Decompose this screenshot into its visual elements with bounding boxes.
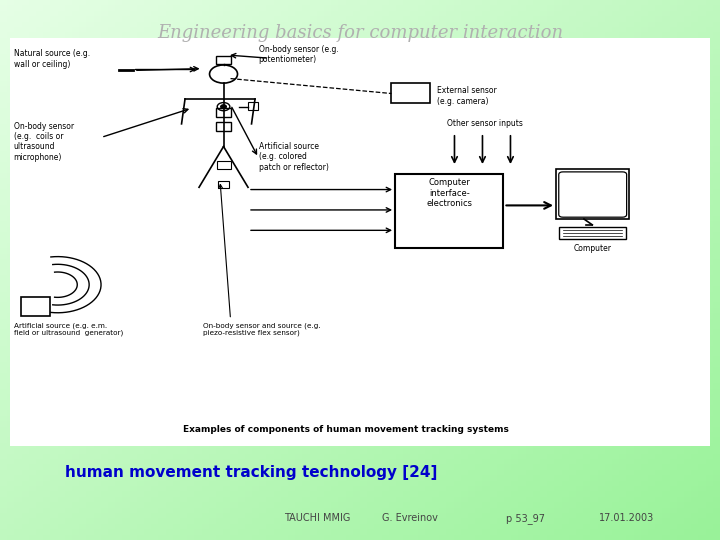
Text: Natural source (e.g.
wall or ceiling): Natural source (e.g. wall or ceiling) xyxy=(14,49,90,69)
Bar xyxy=(217,161,230,169)
Text: Engineering basics for computer interaction: Engineering basics for computer interact… xyxy=(157,24,563,42)
Bar xyxy=(248,102,258,110)
Bar xyxy=(218,181,229,188)
Circle shape xyxy=(221,105,226,109)
Text: Artificial source (e.g. e.m.
field or ultrasound  generator): Artificial source (e.g. e.m. field or ul… xyxy=(14,322,123,336)
Text: p 53_97: p 53_97 xyxy=(506,513,545,524)
Bar xyxy=(216,56,231,64)
Bar xyxy=(21,298,50,316)
Text: G. Evreinov: G. Evreinov xyxy=(382,514,438,523)
Text: Examples of components of human movement tracking systems: Examples of components of human movement… xyxy=(183,425,509,434)
Bar xyxy=(10,38,710,445)
Text: On-body sensor
(e.g.  coils or
ultrasound
microphone): On-body sensor (e.g. coils or ultrasound… xyxy=(14,122,73,162)
Text: TAUCHI MMIG: TAUCHI MMIG xyxy=(284,514,350,523)
Bar xyxy=(559,227,626,239)
Text: Computer
interface-
electronics: Computer interface- electronics xyxy=(426,178,472,208)
Text: human movement tracking technology [24]: human movement tracking technology [24] xyxy=(65,465,437,480)
Text: 17.01.2003: 17.01.2003 xyxy=(599,514,654,523)
Bar xyxy=(395,174,503,248)
Text: Other sensor inputs: Other sensor inputs xyxy=(447,119,523,129)
Text: Computer: Computer xyxy=(573,244,611,253)
Bar xyxy=(216,108,231,117)
Text: Artificial source
(e.g. colored
patch or reflector): Artificial source (e.g. colored patch or… xyxy=(258,142,328,172)
Text: External sensor
(e.g. camera): External sensor (e.g. camera) xyxy=(437,86,497,106)
Text: On-body sensor (e.g.
potentiometer): On-body sensor (e.g. potentiometer) xyxy=(258,45,338,64)
Bar xyxy=(392,83,430,104)
Text: On-body sensor and source (e.g.
piezo-resistive flex sensor): On-body sensor and source (e.g. piezo-re… xyxy=(202,322,320,336)
Bar xyxy=(216,122,231,131)
